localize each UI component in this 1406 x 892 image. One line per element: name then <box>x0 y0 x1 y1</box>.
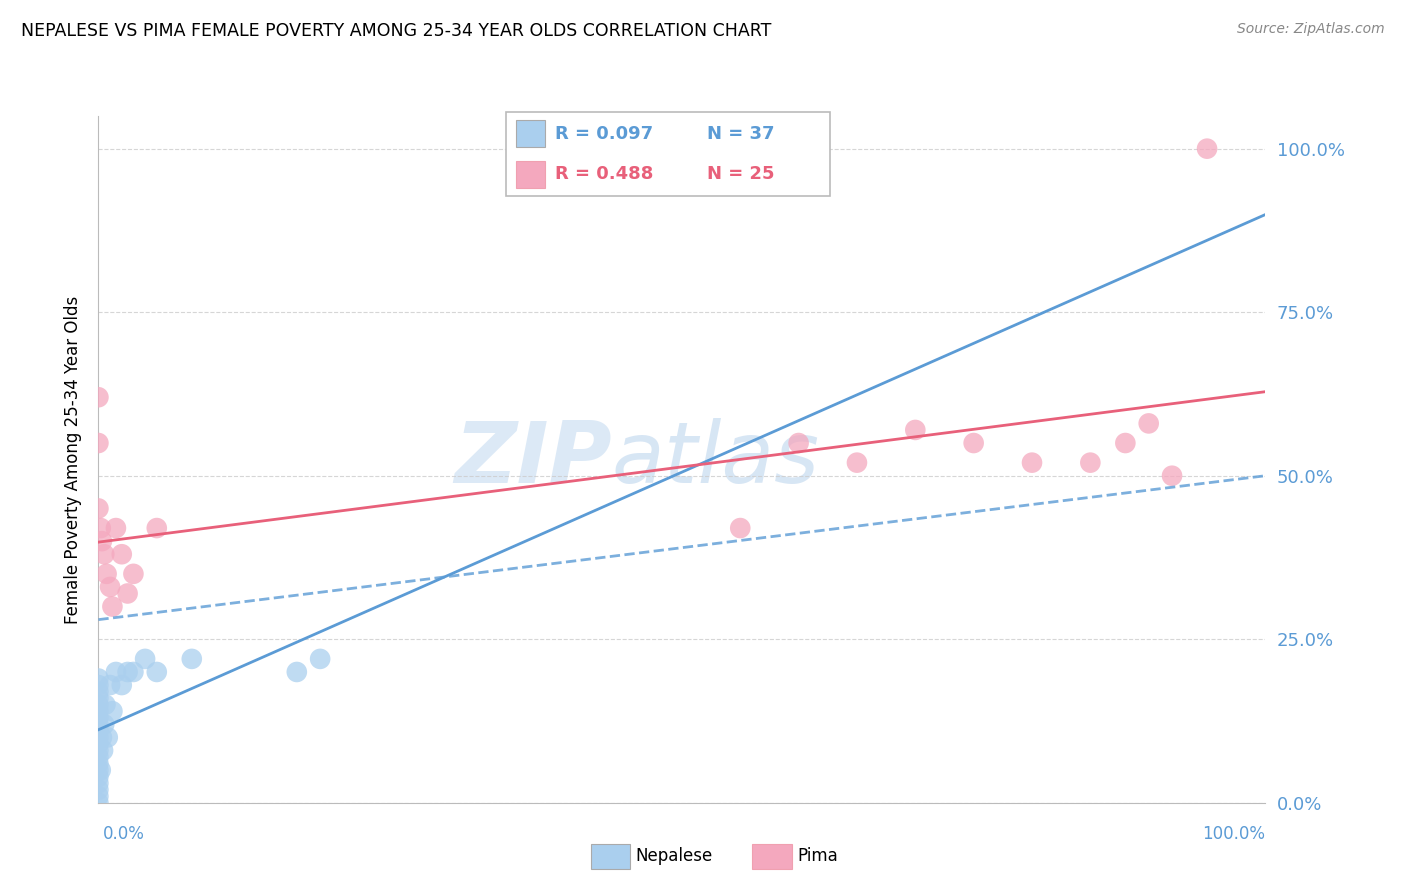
Point <box>87 763 110 777</box>
Point <box>730 521 752 535</box>
Point <box>845 456 868 470</box>
Text: ZIP: ZIP <box>454 417 612 501</box>
Point <box>97 731 120 745</box>
Text: Nepalese: Nepalese <box>636 847 713 865</box>
Text: 100.0%: 100.0% <box>1202 825 1265 843</box>
Text: R = 0.488: R = 0.488 <box>554 165 652 183</box>
Point <box>87 684 110 698</box>
Point <box>104 521 127 535</box>
FancyBboxPatch shape <box>506 112 830 196</box>
Point <box>1080 456 1102 470</box>
Point <box>87 723 110 738</box>
Point <box>87 390 110 404</box>
Point <box>87 704 110 718</box>
Point <box>1021 456 1043 470</box>
Text: 0.0%: 0.0% <box>103 825 145 843</box>
Point <box>101 599 124 614</box>
Point <box>96 566 118 581</box>
Point <box>87 756 110 771</box>
Point <box>117 665 139 679</box>
Point <box>787 436 810 450</box>
Text: atlas: atlas <box>612 417 820 501</box>
FancyBboxPatch shape <box>516 120 546 147</box>
Point <box>90 521 112 535</box>
Point <box>962 436 984 450</box>
Point <box>101 704 124 718</box>
Point <box>1137 417 1160 431</box>
Point <box>1114 436 1136 450</box>
Point <box>122 665 145 679</box>
Point <box>87 711 110 725</box>
Point <box>87 796 110 810</box>
Point <box>90 534 112 549</box>
Point <box>146 665 169 679</box>
Point <box>111 547 134 561</box>
Point <box>285 665 308 679</box>
Point <box>91 743 114 757</box>
Text: N = 25: N = 25 <box>707 165 775 183</box>
Y-axis label: Female Poverty Among 25-34 Year Olds: Female Poverty Among 25-34 Year Olds <box>63 295 82 624</box>
Point <box>87 698 110 712</box>
Point <box>104 665 127 679</box>
Point <box>904 423 927 437</box>
Point <box>87 737 110 751</box>
Point <box>111 678 134 692</box>
Point <box>87 776 110 790</box>
Point <box>87 436 110 450</box>
Point <box>117 586 139 600</box>
Point <box>87 782 110 797</box>
FancyBboxPatch shape <box>516 161 546 188</box>
Point <box>180 652 202 666</box>
Point <box>87 672 110 686</box>
Point <box>87 717 110 731</box>
Point <box>87 743 110 757</box>
Point <box>87 750 110 764</box>
Point <box>122 566 145 581</box>
Point <box>87 731 110 745</box>
Point <box>1195 142 1218 156</box>
Point <box>134 652 156 666</box>
Point <box>146 521 169 535</box>
Text: NEPALESE VS PIMA FEMALE POVERTY AMONG 25-34 YEAR OLDS CORRELATION CHART: NEPALESE VS PIMA FEMALE POVERTY AMONG 25… <box>21 22 772 40</box>
Text: R = 0.097: R = 0.097 <box>554 125 652 143</box>
Point <box>98 580 121 594</box>
Point <box>87 789 110 804</box>
Point <box>90 731 112 745</box>
Point <box>87 678 110 692</box>
Text: Pima: Pima <box>797 847 838 865</box>
Point <box>94 698 117 712</box>
Point <box>93 717 115 731</box>
Point <box>98 678 121 692</box>
Point <box>90 763 112 777</box>
Text: N = 37: N = 37 <box>707 125 775 143</box>
Point <box>1161 468 1184 483</box>
Point <box>309 652 332 666</box>
Text: Source: ZipAtlas.com: Source: ZipAtlas.com <box>1237 22 1385 37</box>
Point <box>87 770 110 784</box>
Point <box>87 691 110 706</box>
Point <box>87 501 110 516</box>
Point <box>93 547 115 561</box>
